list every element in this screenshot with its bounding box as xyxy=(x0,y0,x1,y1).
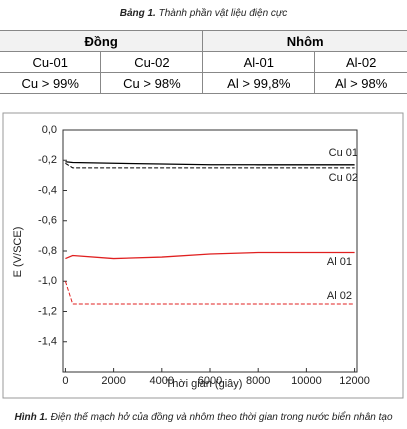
chart-frame xyxy=(2,112,404,399)
y-tick-label: -1,0 xyxy=(38,275,57,287)
cell: Cu > 99% xyxy=(0,72,101,94)
series-line xyxy=(65,251,355,260)
caption-label: Bảng 1. xyxy=(119,8,156,19)
y-tick-label: -0,2 xyxy=(38,154,57,166)
series-label: Cu 02 xyxy=(329,172,358,184)
group-header: Đồng xyxy=(0,30,203,52)
y-tick-label: -0,8 xyxy=(38,245,57,257)
x-tick-label: 10000 xyxy=(291,375,322,387)
plot-area xyxy=(62,129,358,373)
caption-text: Thành phần vật liệu điện cực xyxy=(158,8,288,19)
cell: Al-02 xyxy=(314,51,407,73)
y-tick-label: -1,2 xyxy=(38,305,57,317)
x-tick-label: 4000 xyxy=(150,375,174,387)
cell: Al > 99,8% xyxy=(202,72,315,94)
series-label: Al 01 xyxy=(327,256,352,268)
series-line xyxy=(64,281,355,305)
cell: Cu-02 xyxy=(100,51,203,73)
x-tick-label: 6000 xyxy=(198,375,222,387)
table-caption: Bảng 1. Thành phần vật liệu điện cực xyxy=(0,8,407,19)
y-tick-label: -0,6 xyxy=(38,215,57,227)
y-axis-label: E (V/SCE) xyxy=(12,227,24,278)
figure-caption: Hình 1. Điện thế mạch hở của đồng và nhô… xyxy=(0,412,407,423)
caption-text: Điện thế mạch hở của đồng và nhôm theo t… xyxy=(50,412,393,423)
cell: Al > 98% xyxy=(314,72,407,94)
y-tick-label: 0,0 xyxy=(42,124,57,136)
table: Đồng Nhôm Cu-01 Cu-02 Al-01 Al-02 Cu > 99% Cu… xyxy=(0,30,407,94)
series-line xyxy=(65,162,355,169)
x-axis-label: Thời gian (giây) xyxy=(166,378,243,390)
series-line xyxy=(65,161,355,166)
y-tick-label: -1,4 xyxy=(38,336,57,348)
series-label: Al 02 xyxy=(327,290,352,302)
series-label: Cu 01 xyxy=(329,147,358,159)
y-tick-label: -0,4 xyxy=(38,184,57,196)
x-tick-label: 0 xyxy=(62,375,68,387)
x-tick-label: 2000 xyxy=(101,375,125,387)
caption-label: Hình 1. xyxy=(14,412,48,423)
cell: Cu > 98% xyxy=(100,72,203,94)
x-tick-label: 8000 xyxy=(246,375,270,387)
x-tick-label: 12000 xyxy=(339,375,370,387)
